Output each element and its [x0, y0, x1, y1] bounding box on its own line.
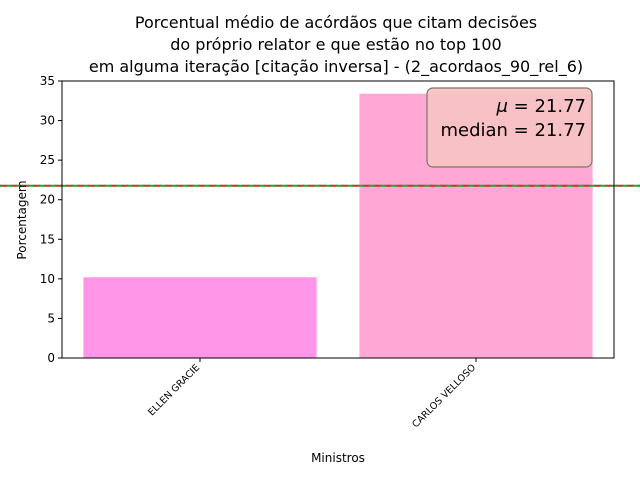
y-tick-label-5: 25	[40, 153, 55, 167]
bar-0	[83, 277, 317, 358]
y-tick-label-4: 20	[40, 193, 55, 207]
title-line-1: Porcentual médio de acórdãos que citam d…	[135, 13, 537, 32]
y-axis: 0 5 10 15 20 25 30 35	[40, 74, 62, 365]
stats-box-frame	[426, 87, 593, 168]
y-tick-label-0: 0	[47, 351, 55, 365]
mean-value-text: = 21.77	[508, 96, 586, 117]
x-tick-label-1: CARLOS VELLOSO	[410, 362, 478, 430]
median-stat: median = 21.77	[440, 120, 586, 141]
y-tick-label-3: 15	[40, 232, 55, 246]
mean-symbol: μ	[495, 96, 507, 117]
stats-box: μ = 21.77 median = 21.77	[426, 87, 593, 168]
y-tick-label-1: 5	[47, 311, 55, 325]
y-tick-label-6: 30	[40, 114, 55, 128]
y-tick-label-7: 35	[40, 74, 55, 88]
chart-title: Porcentual médio de acórdãos que citam d…	[89, 13, 583, 77]
x-axis-label: Ministros	[311, 451, 365, 465]
x-axis: ELLEN GRACIE CARLOS VELLOSO	[146, 358, 478, 430]
plot-frame	[61, 80, 615, 359]
title-line-3: em alguma iteração [citação inversa] - (…	[89, 57, 583, 77]
mean-stat: μ = 21.77	[495, 96, 586, 117]
y-axis-label: Porcentagem	[15, 180, 29, 259]
x-tick-label-0: ELLEN GRACIE	[146, 362, 202, 418]
title-line-2: do próprio relator e que estão no top 10…	[170, 35, 501, 54]
y-tick-label-2: 10	[40, 272, 55, 286]
